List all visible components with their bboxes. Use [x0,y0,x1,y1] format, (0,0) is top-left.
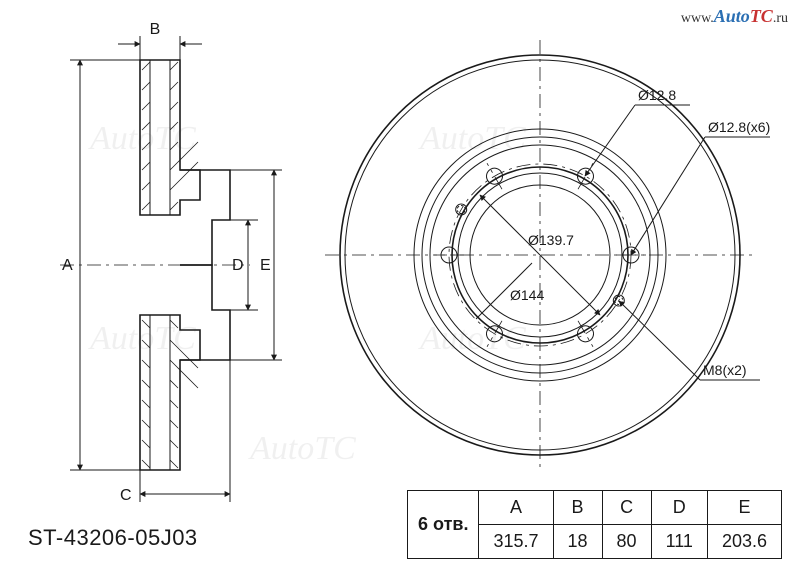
col-b: B [553,491,602,525]
dim-e-label: E [260,257,271,274]
logo-tc: TC [750,6,773,26]
section-view: A B C D E [60,21,282,504]
val-e: 203.6 [707,525,781,559]
val-a: 315.7 [479,525,553,559]
col-e: E [707,491,781,525]
callout-bore: Ø139.7 [528,232,574,248]
dim-a-label: A [62,257,73,274]
dim-c-label: C [120,487,132,504]
val-d: 111 [651,525,707,559]
table-row: 6 отв. A B C D E [408,491,782,525]
logo-auto: Auto [714,6,750,26]
tech-drawing: A B C D E [0,0,800,573]
callout-hole-dia-cnt: Ø12.8(x6) [708,119,770,135]
callout-hole-dia: Ø12.8 [638,87,676,103]
callout-pcd: Ø144 [510,287,544,303]
val-c: 80 [602,525,651,559]
dim-b-label: B [150,21,161,38]
holes-count: 6 отв. [418,514,468,534]
part-number: ST-43206-05J03 [28,525,198,551]
dim-d-label: D [232,257,244,274]
site-logo: www.AutoTC.ru [681,6,788,27]
col-a: A [479,491,553,525]
logo-www: www. [681,11,714,26]
col-c: C [602,491,651,525]
callout-thread: M8(x2) [703,362,747,378]
val-b: 18 [553,525,602,559]
dimension-table: 6 отв. A B C D E 315.7 18 80 111 203.6 [407,490,782,559]
col-d: D [651,491,707,525]
front-view: Ø12.8 Ø12.8(x6) Ø139.7 Ø144 M8(x2) [325,40,770,470]
logo-ru: .ru [773,11,788,26]
